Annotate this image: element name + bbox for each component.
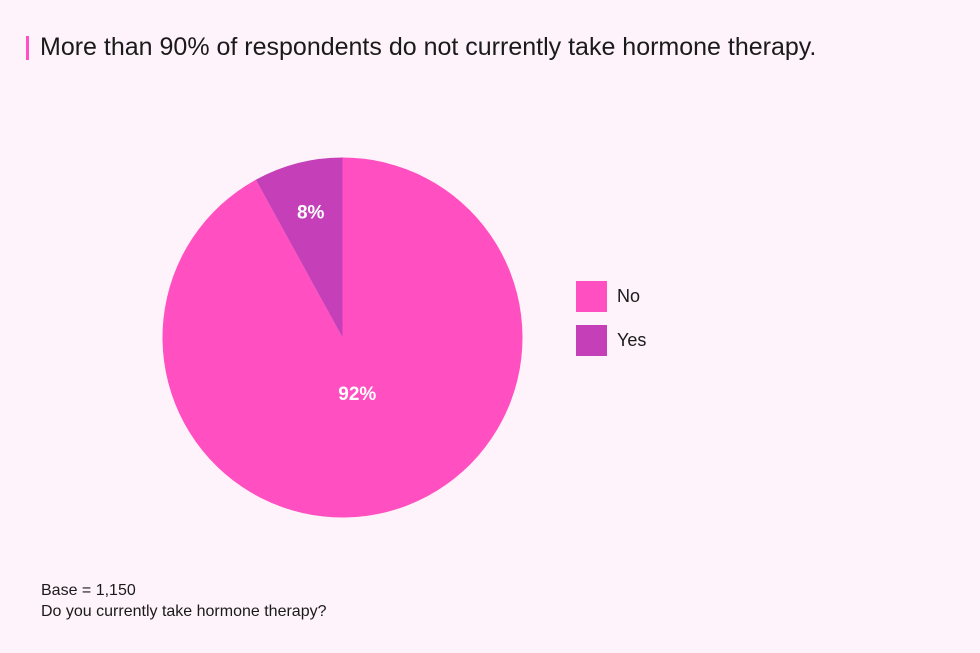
title-accent-bar: [26, 36, 29, 60]
legend-swatch-no: [576, 281, 607, 312]
legend-swatch-yes: [576, 325, 607, 356]
pie-label-no: 92%: [338, 384, 376, 405]
question-note: Do you currently take hormone therapy?: [41, 603, 327, 620]
pie-slice-no: [162, 157, 523, 518]
chart-title: More than 90% of respondents do not curr…: [40, 33, 817, 61]
footnote: Base = 1,150 Do you currently take hormo…: [41, 580, 326, 622]
pie-chart: 92% 8%: [162, 157, 523, 518]
pie-label-yes: 8%: [297, 203, 325, 224]
legend-item-yes: Yes: [576, 325, 646, 356]
pie-slice-yes: [255, 157, 343, 338]
chart-legend: No Yes: [576, 281, 646, 369]
legend-item-no: No: [576, 281, 646, 312]
legend-label-no: No: [617, 286, 641, 306]
legend-label-yes: Yes: [617, 330, 647, 350]
base-note: Base = 1,150: [41, 582, 136, 599]
